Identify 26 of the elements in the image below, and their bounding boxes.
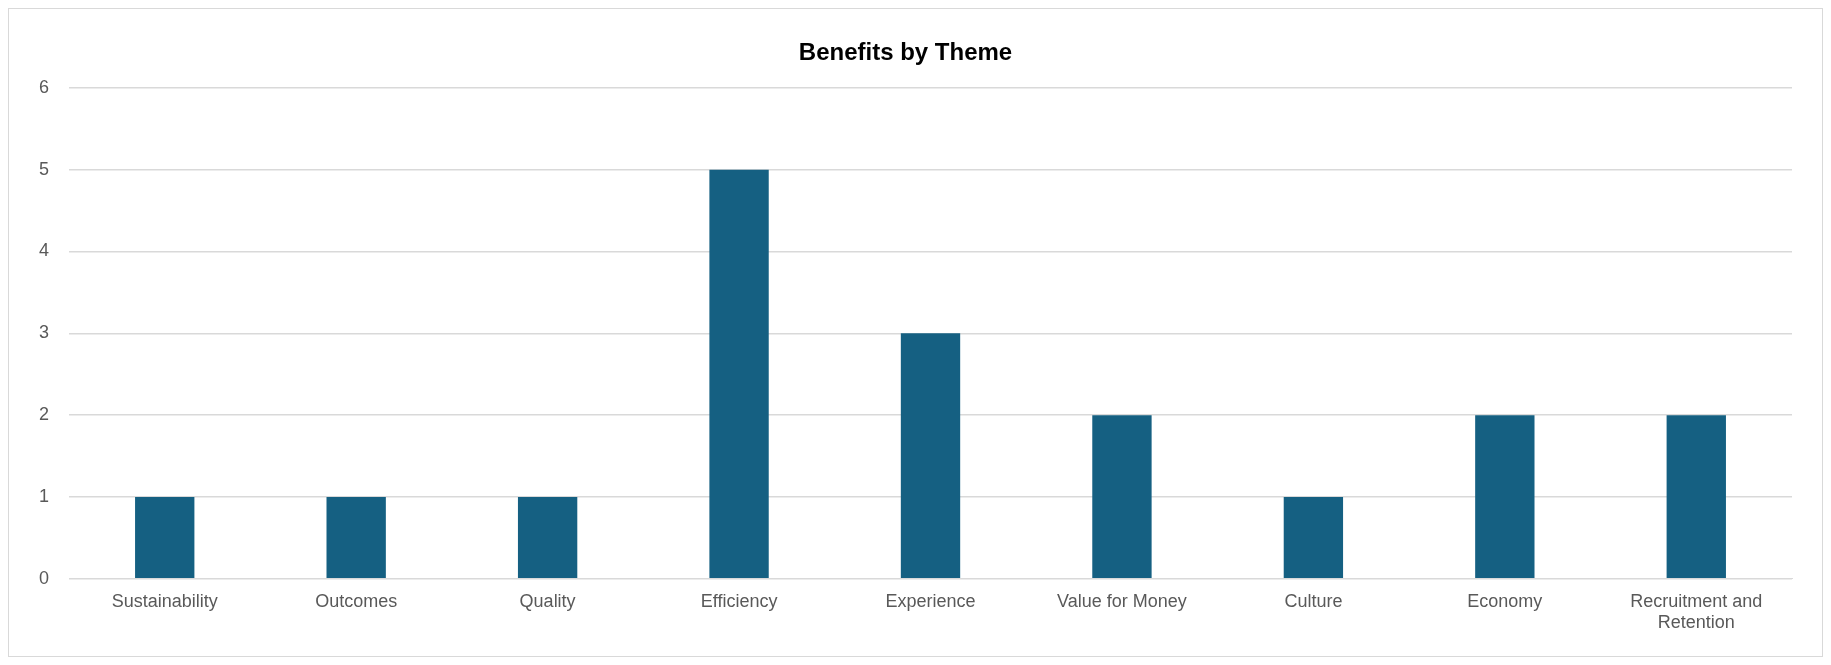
bar (1475, 415, 1535, 579)
bar (135, 496, 195, 579)
y-tick-label: 5 (39, 158, 50, 179)
y-tick-label: 6 (39, 76, 50, 97)
y-tick-label: 1 (39, 485, 50, 506)
x-tick-label: Economy (1467, 590, 1543, 611)
bar (1666, 415, 1726, 579)
y-tick-label: 4 (39, 240, 50, 261)
x-tick-label: Outcomes (315, 590, 398, 611)
y-tick-label: 0 (39, 567, 50, 588)
chart-title: Benefits by Theme (798, 38, 1013, 66)
x-tick-label: Experience (885, 590, 976, 611)
x-tick-label: Efficiency (700, 590, 778, 611)
y-tick-label: 3 (39, 322, 50, 343)
bar (1283, 496, 1344, 579)
x-tick-label: Quality (519, 590, 576, 611)
x-tick-label: Recruitment and Retention (1630, 590, 1763, 633)
y-tick-label: 2 (39, 404, 50, 425)
x-tick-label: Value for Money (1057, 590, 1187, 611)
bar (1092, 415, 1152, 579)
bar (326, 496, 386, 579)
x-tick-label: Sustainability (111, 590, 218, 611)
x-tick-label: Culture (1284, 590, 1343, 611)
bar (900, 333, 961, 579)
bar (517, 496, 578, 579)
bar (709, 169, 769, 579)
